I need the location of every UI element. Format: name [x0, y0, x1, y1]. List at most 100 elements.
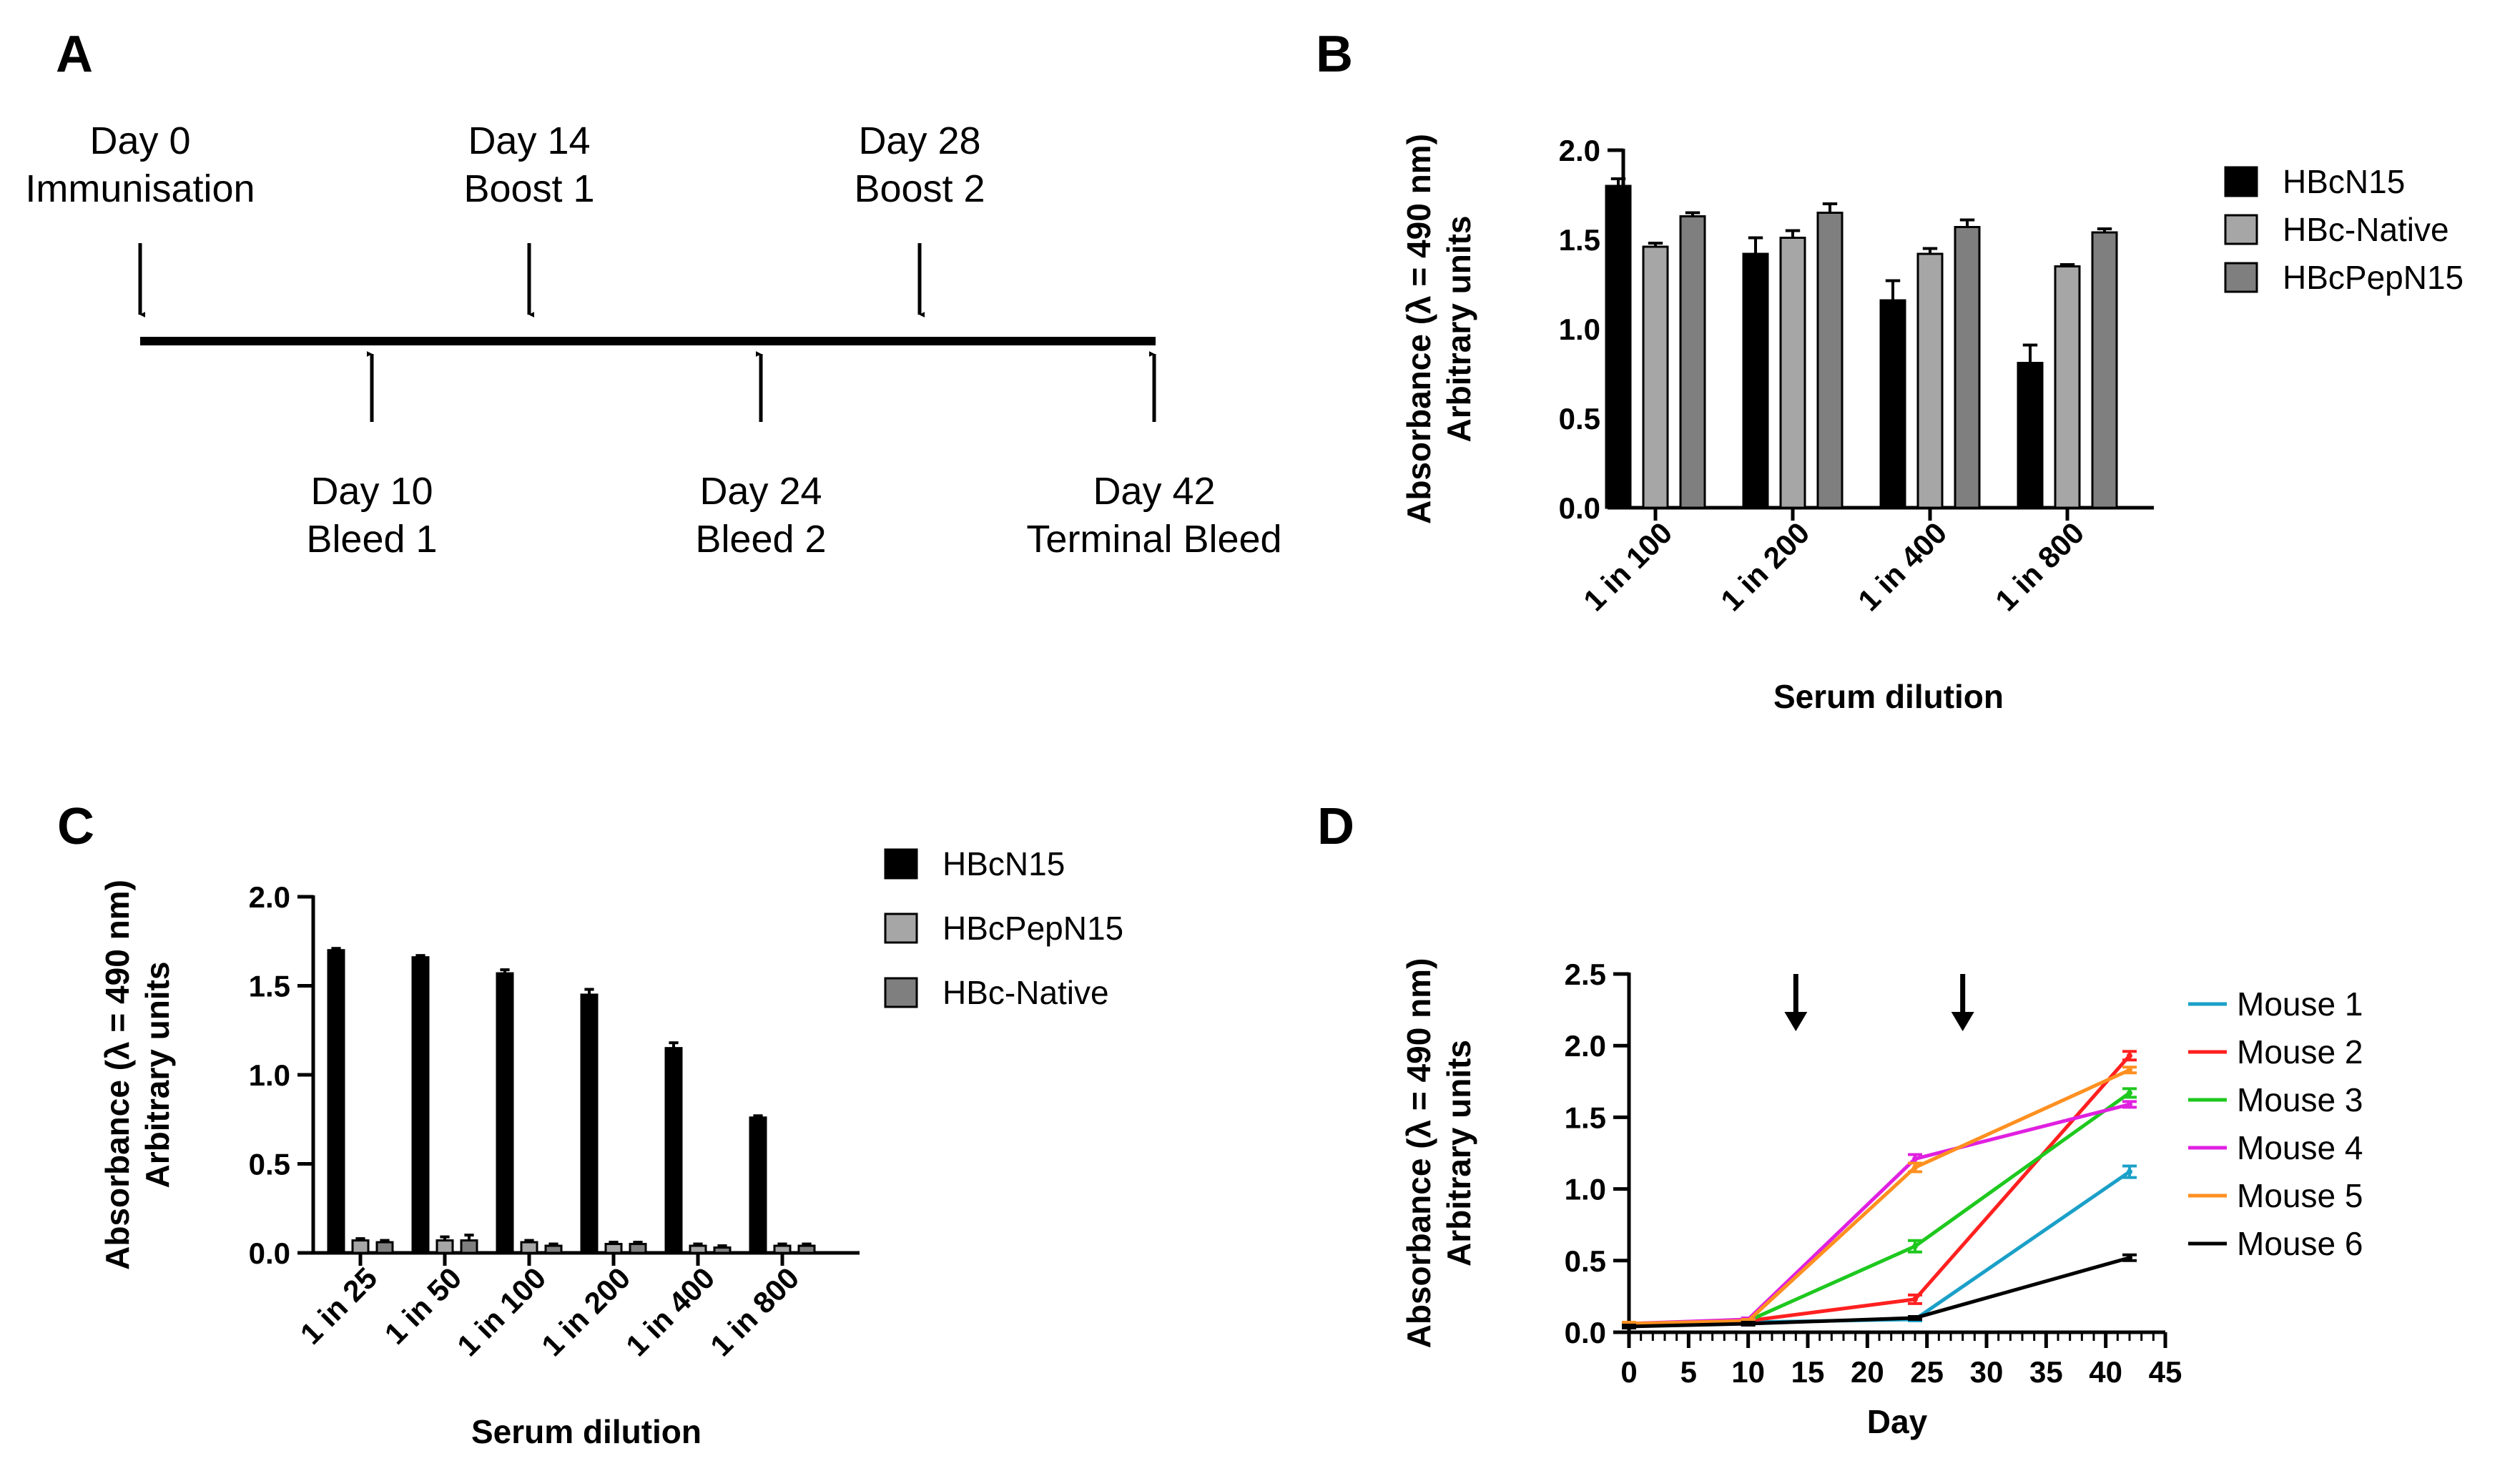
x-tick-label: 1 in 200 — [535, 1261, 636, 1362]
x-tick-label: 1 in 200 — [1714, 516, 1816, 617]
legend-label-Mouse 3: Mouse 3 — [2237, 1081, 2363, 1118]
bar-HBcN15-1 in 100 — [1605, 184, 1632, 509]
x-axis-title: Serum dilution — [1773, 678, 2004, 715]
data-point-Mouse 2 — [2127, 1053, 2132, 1059]
boost-arrowhead-icon — [1951, 1012, 1974, 1031]
panel-letter-b: B — [1316, 26, 1353, 83]
bar-HBc-Native-1 in 400 — [1916, 252, 1944, 509]
legend-swatch-HBc-Native — [2224, 214, 2258, 245]
data-point-Mouse 6 — [2127, 1254, 2132, 1261]
legend-label-Mouse 2: Mouse 2 — [2237, 1033, 2363, 1071]
legend-label-HBcN15: HBcN15 — [2283, 163, 2405, 200]
bar-HBc-Native-1 in 25 — [375, 1241, 394, 1254]
y-tick-label: 1.5 — [1565, 1101, 1606, 1134]
bar-HBcN15-1 in 800 — [749, 1116, 767, 1254]
timeline-event-label: Immunisation — [25, 167, 255, 210]
series-line-Mouse 6 — [1628, 1256, 2130, 1329]
bar-HBcN15-1 in 400 — [1879, 299, 1906, 509]
panel-letter-a: A — [56, 26, 93, 83]
bar-HBc-Native-1 in 800 — [797, 1244, 816, 1254]
chart-panel-d: 0.0 0.5 1.0 1.5 2.0 2.5 0 5 10 15 20 25 30 35 40 45 Day A… — [1400, 958, 2363, 1440]
x-tick-label: 1 in 100 — [1577, 516, 1678, 617]
legend-label-Mouse 4: Mouse 4 — [2237, 1129, 2363, 1166]
data-point-Mouse 6 — [1912, 1314, 1918, 1321]
data-point-Mouse 3 — [2127, 1090, 2132, 1096]
x-tick-label: 0 — [1620, 1355, 1637, 1389]
bar-HBcN15-1 in 50 — [411, 956, 430, 1254]
bar-HBcPepN15-1 in 200 — [604, 1243, 623, 1254]
bar-HBcPepN15-1 in 200 — [1816, 212, 1844, 509]
bar-HBc-Native-1 in 100 — [544, 1244, 563, 1254]
y-tick-label: 1.0 — [1565, 1173, 1606, 1206]
legend-swatch-HBc-Native — [884, 977, 918, 1008]
x-tick-label: 10 — [1731, 1355, 1765, 1389]
bar-HBcN15-1 in 100 — [496, 972, 514, 1254]
bar-HBcPepN15-1 in 800 — [2091, 231, 2118, 509]
timeline-event-day42: Day 42 Terminal Bleed — [1026, 351, 1282, 561]
timeline-day-label: Day 28 — [858, 119, 980, 162]
timeline-event-label: Bleed 2 — [695, 518, 826, 561]
x-tick-label: 1 in 800 — [1989, 516, 2090, 617]
y-tick-label: 1.0 — [1559, 313, 1600, 346]
legend-swatch-HBcN15 — [884, 848, 918, 880]
timeline-day-label: Day 24 — [699, 470, 822, 513]
y-tick-label: 2.0 — [1559, 134, 1600, 167]
y-tick-label: 0.0 — [1565, 1316, 1606, 1349]
timeline-event-day10: Day 10 Bleed 1 — [306, 351, 438, 561]
legend-swatch-HBcPepN15 — [884, 912, 918, 944]
y-tick-label: 2.0 — [249, 880, 290, 914]
bar-HBcPepN15-1 in 100 — [1679, 215, 1706, 509]
chart-panel-b: 0.0 0.5 1.0 1.5 2.0 1 in 100 1 in 200 1 in 400 1… — [1400, 134, 2464, 715]
timeline-event-label: Terminal Bleed — [1026, 518, 1281, 561]
x-tick-label: 15 — [1791, 1355, 1825, 1389]
legend-label-Mouse 1: Mouse 1 — [2237, 985, 2363, 1023]
legend-swatch-HBcN15 — [2224, 166, 2258, 197]
series-line-Mouse 3 — [1628, 1091, 2131, 1327]
series-line-Mouse 2 — [1628, 1054, 2131, 1327]
timeline-event-label: Boost 1 — [463, 167, 594, 210]
legend-label-Mouse 6: Mouse 6 — [2237, 1225, 2363, 1262]
y-tick-label: 2.0 — [1565, 1029, 1606, 1063]
bar-HBcPepN15-1 in 400 — [1954, 226, 1981, 509]
data-point-Mouse 3 — [1912, 1243, 1918, 1249]
timeline-event-day0: Day 0 Immunisation — [25, 119, 255, 318]
bar-HBcN15-1 in 800 — [2017, 362, 2044, 509]
legend-label-HBcPepN15: HBcPepN15 — [942, 910, 1123, 947]
bar-HBc-Native-1 in 400 — [713, 1246, 732, 1254]
boost-arrowhead-icon — [1784, 1012, 1808, 1031]
timeline-event-day24: Day 24 Bleed 2 — [695, 351, 827, 561]
legend-label-Mouse 5: Mouse 5 — [2237, 1177, 2363, 1214]
bar-HBcPepN15-1 in 400 — [689, 1244, 707, 1254]
timeline-day-label: Day 10 — [310, 470, 433, 513]
bar-HBc-Native-1 in 200 — [1779, 237, 1806, 509]
x-tick-label: 35 — [2029, 1355, 2063, 1389]
y-axis-title-line2: Arbitrary units — [139, 962, 176, 1189]
timeline-event-label: Boost 2 — [854, 167, 985, 210]
timeline-event-day28: Day 28 Boost 2 — [854, 119, 985, 318]
data-point-Mouse 6 — [1745, 1320, 1751, 1327]
x-tick-label: 20 — [1851, 1355, 1884, 1389]
bar-HBc-Native-1 in 50 — [460, 1239, 478, 1254]
y-tick-label: 0.0 — [1559, 491, 1600, 525]
data-point-Mouse 1 — [2127, 1168, 2132, 1175]
x-tick-label: 1 in 800 — [704, 1261, 805, 1362]
series-line-Mouse 5 — [1628, 1068, 2131, 1326]
x-tick-label: 1 in 400 — [619, 1261, 721, 1362]
legend-label-HBc-Native: HBc-Native — [942, 974, 1109, 1011]
timeline-day-label: Day 14 — [468, 119, 590, 162]
panel-letter-d: D — [1317, 798, 1354, 855]
data-point-Mouse 4 — [2127, 1101, 2132, 1108]
bar-HBc-Native-1 in 200 — [629, 1243, 647, 1254]
bar-HBcPepN15-1 in 25 — [351, 1239, 370, 1254]
y-tick-label: 1.5 — [1559, 223, 1600, 257]
x-tick-label: 1 in 100 — [451, 1261, 552, 1362]
y-axis-title-line1: Absorbance (λ = 490 nm) — [1400, 134, 1437, 524]
data-point-Mouse 5 — [1912, 1164, 1918, 1171]
x-axis-title: Serum dilution — [471, 1413, 702, 1450]
timeline-day-label: Day 42 — [1093, 470, 1215, 513]
y-tick-label: 0.5 — [1559, 402, 1600, 436]
y-tick-label: 0.5 — [249, 1148, 290, 1181]
x-tick-label: 1 in 25 — [294, 1261, 384, 1351]
x-tick-label: 25 — [1910, 1355, 1944, 1389]
